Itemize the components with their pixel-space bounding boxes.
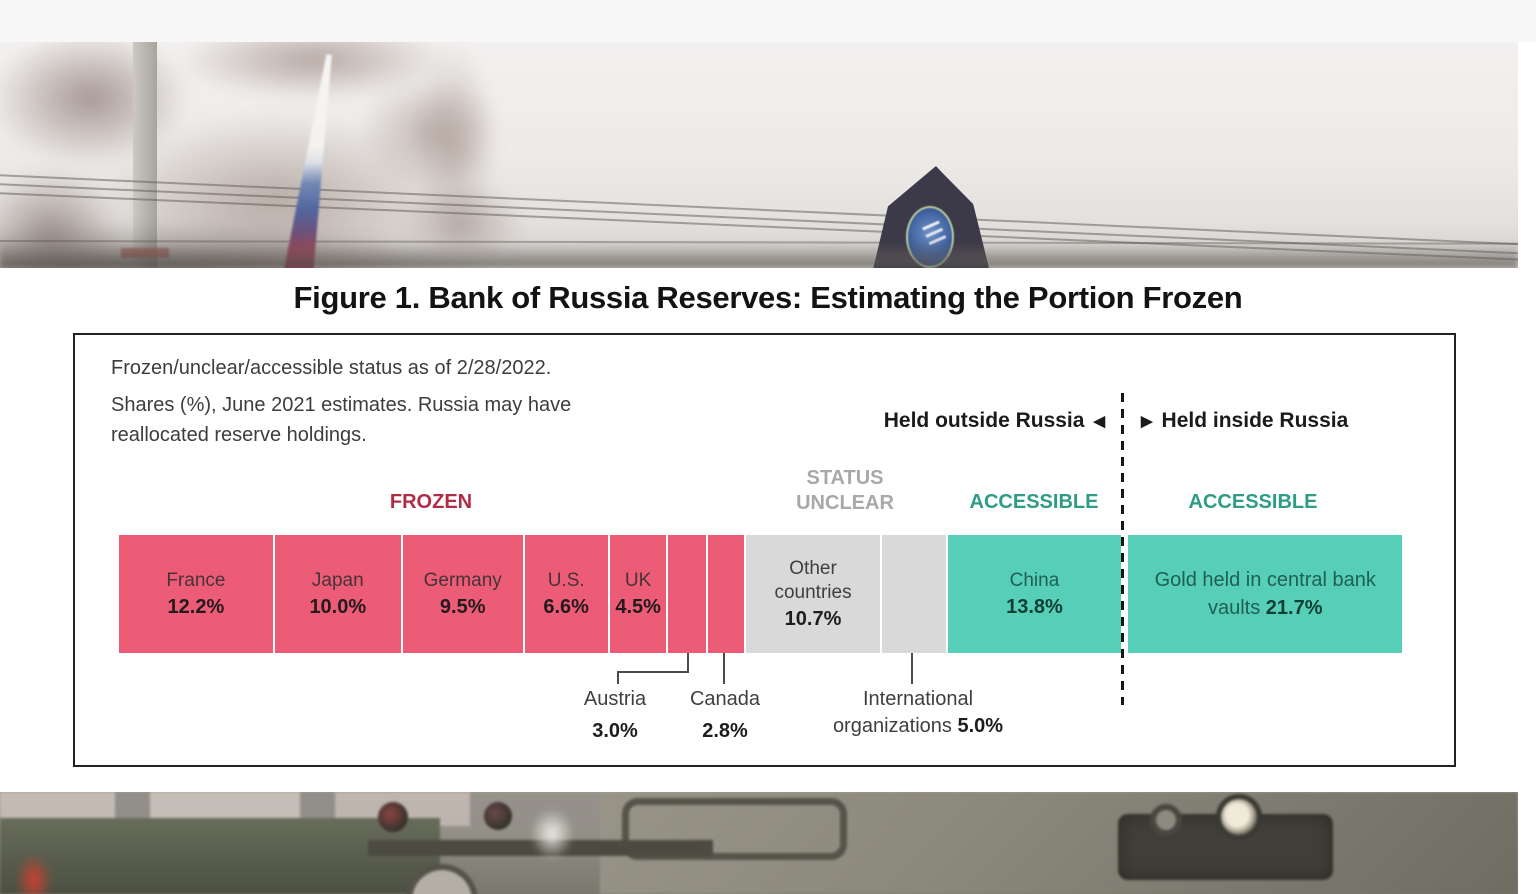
held-inside-russia-label: ▶ Held inside Russia bbox=[1141, 409, 1349, 432]
marker-light bbox=[378, 802, 408, 832]
chart-panel: Frozen/unclear/accessible status as of 2… bbox=[73, 333, 1456, 767]
video-frame-top bbox=[0, 42, 1518, 268]
armored-vehicle-hull bbox=[600, 792, 1518, 894]
callout-line-austria bbox=[617, 671, 619, 684]
callout-international-organizations: International organizations 5.0% bbox=[832, 688, 1004, 737]
segment-value: 6.6% bbox=[543, 596, 589, 618]
segment-name: Germany bbox=[423, 570, 502, 591]
bar-segment-other-countries: Other countries 10.7% bbox=[745, 535, 881, 653]
figure-title: Figure 1. Bank of Russia Reserves: Estim… bbox=[293, 280, 1243, 315]
note-line: Frozen/unclear/accessible status as of 2… bbox=[111, 357, 552, 379]
military-vehicles bbox=[0, 792, 1518, 894]
right-arrow-icon: ▶ bbox=[1141, 413, 1153, 430]
left-arrow-icon: ◀ bbox=[1093, 413, 1105, 430]
dark-truck bbox=[0, 818, 440, 894]
segment-value: 4.5% bbox=[615, 596, 661, 618]
inside-outside-dashed-divider bbox=[1121, 393, 1124, 705]
segment-value: 12.2% bbox=[167, 596, 225, 618]
title-band: Figure 1. Bank of Russia Reserves: Estim… bbox=[0, 268, 1536, 332]
segment-name: UK bbox=[624, 570, 652, 591]
headlight bbox=[1216, 794, 1262, 840]
marker-light bbox=[484, 802, 512, 830]
bar-segment-japan: Japan 10.0% bbox=[274, 535, 401, 653]
video-frame-bottom bbox=[0, 792, 1518, 894]
group-label-frozen: FROZEN bbox=[389, 491, 473, 513]
bar-segment-uk: UK 4.5% bbox=[609, 535, 667, 653]
segment-name: Japan bbox=[311, 570, 364, 591]
segment-value: 13.8% bbox=[1006, 596, 1063, 618]
windshield-frame bbox=[622, 798, 847, 860]
note-line: reallocated reserve holdings. bbox=[111, 424, 367, 446]
red-tail-light bbox=[16, 854, 52, 894]
segment-name: Other countries bbox=[774, 558, 852, 603]
held-outside-russia-label: Held outside Russia ◀ bbox=[883, 409, 1105, 432]
bar-segment-u-s: U.S. 6.6% bbox=[524, 535, 608, 653]
callout-austria: Austria 3.0% bbox=[583, 688, 647, 742]
segment-value: 9.5% bbox=[439, 596, 486, 618]
group-label-accessible-outside: ACCESSIBLE bbox=[969, 491, 1099, 513]
segment-inline-label: Gold held in central bank vaults 21.7% bbox=[1154, 569, 1376, 619]
bar-segment-gold-held-in-central-bank-vaults: Gold held in central bank vaults 21.7% bbox=[1128, 535, 1402, 653]
group-label-status-unclear: STATUS UNCLEAR bbox=[796, 467, 894, 514]
callout-line-international bbox=[911, 653, 913, 684]
bar-segment-france: France 12.2% bbox=[119, 535, 273, 653]
top-light-band bbox=[0, 0, 1536, 42]
segment-name: China bbox=[1009, 570, 1060, 591]
horizon-dark-left bbox=[0, 220, 490, 268]
segment-name: U.S. bbox=[547, 570, 585, 591]
segment-value: 10.0% bbox=[309, 596, 367, 618]
callout-canada: Canada 2.8% bbox=[689, 688, 761, 742]
segment-value: 10.7% bbox=[784, 608, 842, 630]
group-label-accessible-inside: ACCESSIBLE bbox=[1188, 491, 1318, 513]
callout-line-canada bbox=[723, 653, 725, 684]
segment-name: France bbox=[166, 570, 226, 591]
bar-segment-austria bbox=[668, 535, 707, 653]
note-line: Shares (%), June 2021 estimates. Russia … bbox=[111, 394, 572, 416]
callout-line-austria bbox=[687, 653, 689, 673]
exhaust-smoke bbox=[530, 808, 574, 860]
bar-segment-international-organizations bbox=[882, 535, 946, 653]
stacked-bar: France 12.2% Japan 10.0% Germany 9.5% U.S. 6.6%… bbox=[119, 535, 1402, 653]
flag-emblem-chevrons bbox=[922, 220, 940, 231]
bar-segment-china: China 13.8% bbox=[947, 535, 1122, 653]
callout-line-austria bbox=[617, 671, 689, 673]
small-lamp bbox=[1150, 804, 1182, 836]
bar-segment-canada bbox=[708, 535, 744, 653]
bar-segment-germany: Germany 9.5% bbox=[402, 535, 523, 653]
chart-note: Frozen/unclear/accessible status as of 2… bbox=[111, 353, 571, 450]
